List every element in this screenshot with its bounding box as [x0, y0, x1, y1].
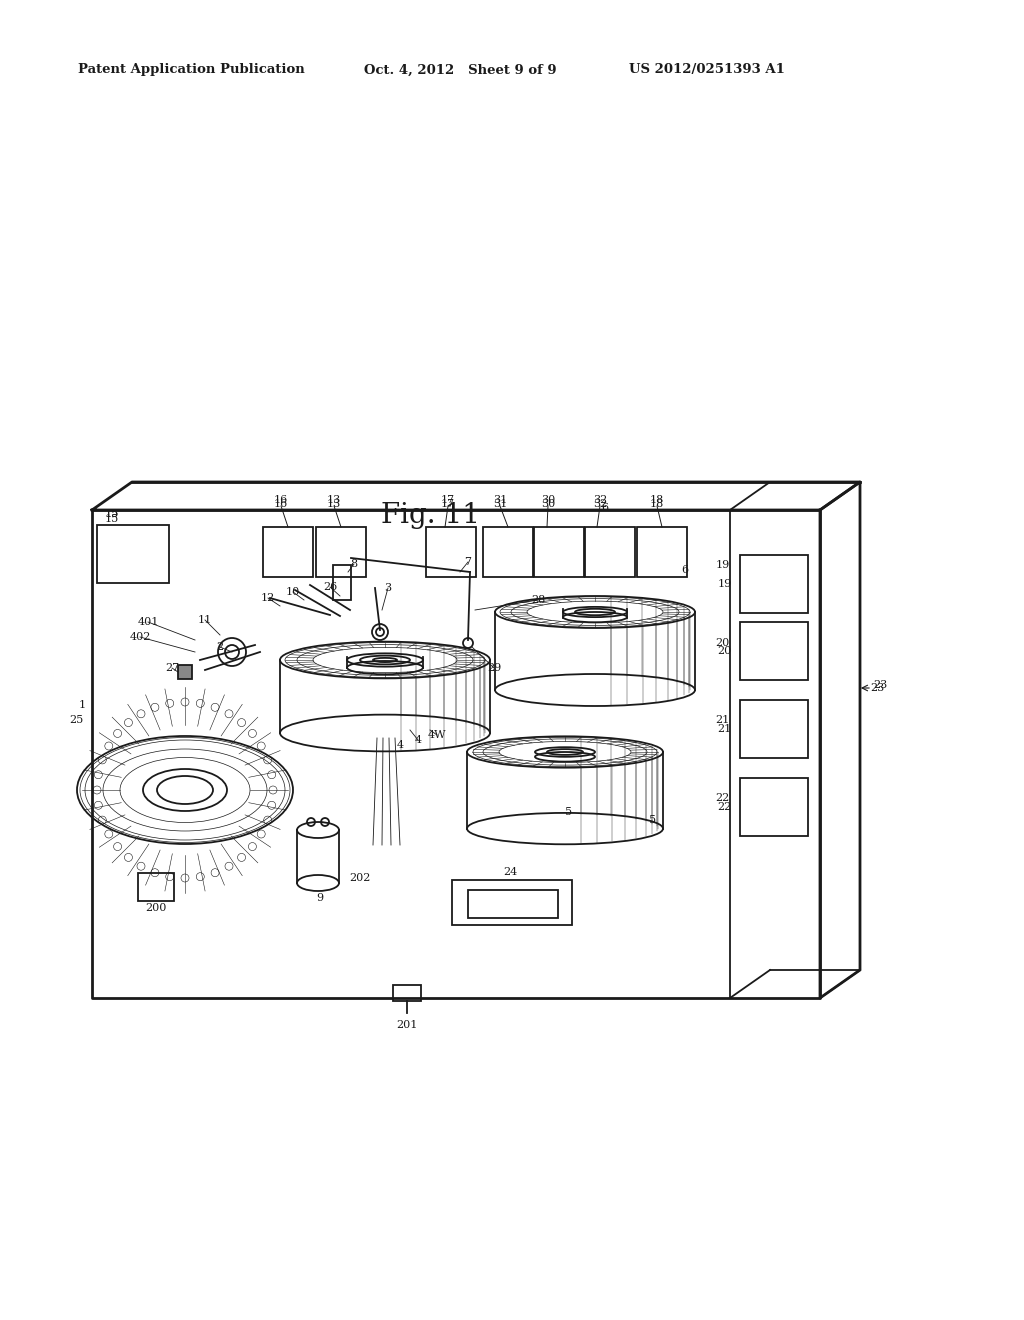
Text: 28: 28 [530, 595, 545, 605]
Text: 6: 6 [681, 565, 688, 576]
Bar [585, 527, 635, 577]
Text: 16: 16 [273, 495, 288, 506]
Text: 402: 402 [129, 632, 151, 642]
Text: 17: 17 [441, 495, 455, 506]
Bar [316, 527, 366, 577]
Text: 24: 24 [503, 867, 517, 876]
Text: 6: 6 [601, 503, 608, 513]
Text: 15: 15 [104, 513, 119, 524]
Bar [740, 700, 808, 758]
Text: 11: 11 [198, 615, 212, 624]
Text: 4: 4 [415, 735, 422, 744]
Text: 1: 1 [79, 700, 86, 710]
Text: 9: 9 [316, 894, 324, 903]
Text: 202: 202 [349, 873, 371, 883]
Text: 17: 17 [441, 499, 455, 510]
Bar [333, 565, 351, 601]
Text: 30: 30 [541, 499, 555, 510]
Text: 23: 23 [870, 682, 885, 693]
Bar [534, 527, 584, 577]
Bar [637, 527, 687, 577]
Text: 13: 13 [327, 499, 341, 510]
Text: 7: 7 [465, 557, 471, 568]
Text: 23: 23 [873, 680, 887, 690]
Text: 201: 201 [396, 1020, 418, 1030]
Text: 15: 15 [104, 510, 119, 519]
Text: 15: 15 [104, 510, 119, 519]
Text: 22: 22 [716, 793, 730, 803]
Bar [426, 527, 476, 577]
Bar [263, 527, 313, 577]
Bar [740, 554, 808, 612]
Text: Fig. 11: Fig. 11 [381, 502, 479, 528]
Text: 31: 31 [493, 495, 507, 506]
Bar [740, 777, 808, 836]
Bar [468, 890, 558, 917]
Text: 3: 3 [384, 583, 391, 593]
Text: 30: 30 [541, 495, 555, 506]
Bar [178, 665, 193, 678]
Text: 27: 27 [165, 663, 179, 673]
Text: Patent Application Publication: Patent Application Publication [78, 63, 304, 77]
Text: 13: 13 [327, 495, 341, 506]
Text: 4: 4 [396, 741, 403, 750]
Text: 5: 5 [565, 807, 572, 817]
Bar [483, 527, 534, 577]
Text: 32: 32 [593, 499, 607, 510]
Text: 16: 16 [273, 499, 288, 510]
Text: 8: 8 [350, 558, 357, 569]
Text: 31: 31 [493, 499, 507, 510]
Text: 5: 5 [649, 814, 656, 825]
Text: 26: 26 [323, 582, 337, 591]
Text: US 2012/0251393 A1: US 2012/0251393 A1 [629, 63, 784, 77]
Text: 19: 19 [716, 560, 730, 570]
Text: 12: 12 [261, 593, 275, 603]
Text: 10: 10 [286, 587, 300, 597]
Text: 20: 20 [718, 645, 732, 656]
Bar [740, 622, 808, 680]
Bar [452, 880, 572, 925]
Text: 21: 21 [716, 715, 730, 725]
Text: Oct. 4, 2012   Sheet 9 of 9: Oct. 4, 2012 Sheet 9 of 9 [364, 63, 556, 77]
Text: 25: 25 [70, 715, 84, 725]
Bar [138, 873, 174, 902]
Bar [97, 525, 169, 583]
Text: 20: 20 [716, 638, 730, 648]
Text: 19: 19 [718, 579, 732, 589]
Text: 29: 29 [486, 663, 501, 673]
Text: 22: 22 [718, 803, 732, 812]
Text: 4W: 4W [428, 730, 446, 741]
Text: 18: 18 [650, 495, 665, 506]
Bar [393, 985, 421, 1001]
Text: 21: 21 [718, 723, 732, 734]
Text: 32: 32 [593, 495, 607, 506]
Text: 2: 2 [216, 642, 223, 652]
Text: 18: 18 [650, 499, 665, 510]
Text: 200: 200 [145, 903, 167, 913]
Text: 401: 401 [137, 616, 159, 627]
